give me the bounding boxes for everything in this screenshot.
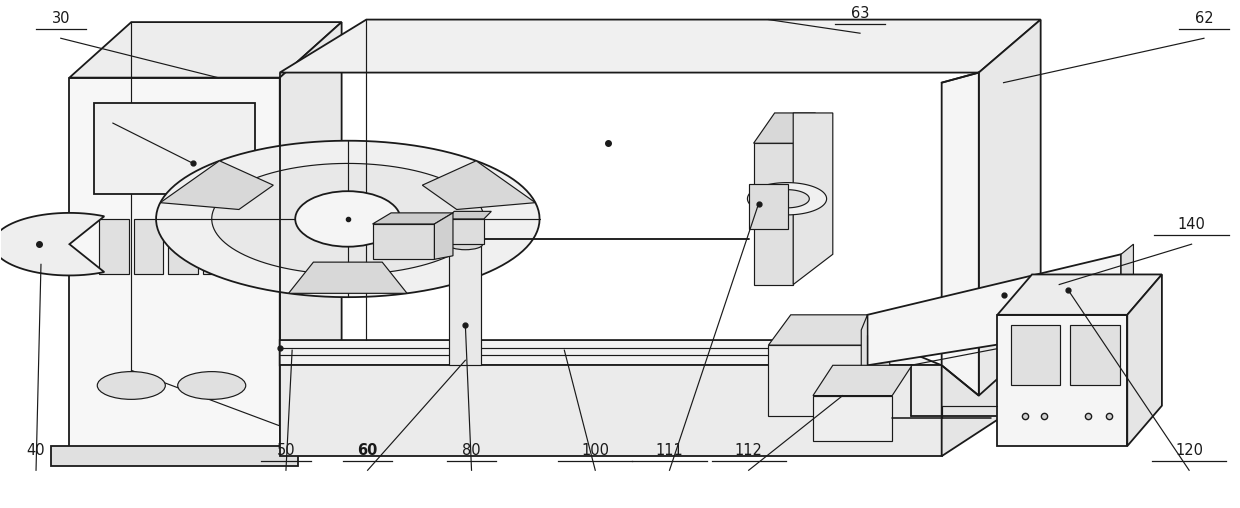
Polygon shape — [99, 219, 129, 274]
Polygon shape — [134, 219, 164, 274]
Polygon shape — [203, 219, 233, 274]
Polygon shape — [94, 103, 255, 194]
Polygon shape — [1011, 325, 1060, 386]
Polygon shape — [769, 315, 890, 345]
Polygon shape — [289, 262, 407, 293]
Polygon shape — [156, 141, 539, 297]
Text: 60: 60 — [357, 442, 378, 458]
Polygon shape — [212, 164, 484, 274]
Text: 111: 111 — [656, 442, 683, 458]
Polygon shape — [754, 143, 794, 284]
Polygon shape — [1121, 244, 1133, 325]
Polygon shape — [280, 365, 941, 456]
Text: 100: 100 — [582, 442, 609, 458]
Polygon shape — [446, 211, 491, 219]
Text: 62: 62 — [1194, 11, 1213, 25]
Polygon shape — [372, 213, 453, 224]
Polygon shape — [280, 22, 342, 426]
Polygon shape — [69, 78, 280, 456]
Polygon shape — [997, 274, 1162, 315]
Polygon shape — [280, 20, 1040, 73]
Ellipse shape — [177, 372, 246, 399]
Polygon shape — [868, 255, 1121, 365]
Polygon shape — [978, 20, 1040, 396]
Text: 120: 120 — [1176, 442, 1203, 458]
Text: 112: 112 — [735, 442, 763, 458]
Text: 80: 80 — [463, 442, 481, 458]
Text: 140: 140 — [1178, 216, 1205, 232]
Ellipse shape — [97, 372, 165, 399]
Polygon shape — [372, 224, 434, 259]
Polygon shape — [69, 22, 342, 78]
Polygon shape — [868, 315, 890, 416]
Polygon shape — [813, 396, 893, 441]
Polygon shape — [941, 73, 978, 396]
Ellipse shape — [448, 239, 482, 250]
Polygon shape — [169, 219, 198, 274]
Polygon shape — [813, 365, 911, 396]
Polygon shape — [423, 161, 536, 209]
Polygon shape — [449, 244, 481, 365]
Ellipse shape — [295, 191, 401, 247]
Polygon shape — [51, 446, 299, 466]
Polygon shape — [941, 325, 1003, 456]
Polygon shape — [1070, 325, 1120, 386]
Polygon shape — [434, 213, 453, 259]
Polygon shape — [0, 213, 104, 275]
Polygon shape — [862, 315, 868, 380]
Polygon shape — [280, 340, 941, 365]
Polygon shape — [1127, 274, 1162, 446]
Text: 40: 40 — [27, 442, 46, 458]
Text: 50: 50 — [277, 442, 295, 458]
Polygon shape — [749, 183, 789, 229]
Text: 30: 30 — [52, 11, 69, 25]
Polygon shape — [765, 189, 810, 208]
Text: 63: 63 — [851, 6, 869, 21]
Polygon shape — [160, 161, 273, 209]
Polygon shape — [446, 219, 484, 244]
Polygon shape — [754, 113, 816, 143]
Polygon shape — [769, 345, 868, 416]
Polygon shape — [997, 315, 1127, 446]
Polygon shape — [748, 182, 827, 215]
Polygon shape — [794, 113, 833, 284]
